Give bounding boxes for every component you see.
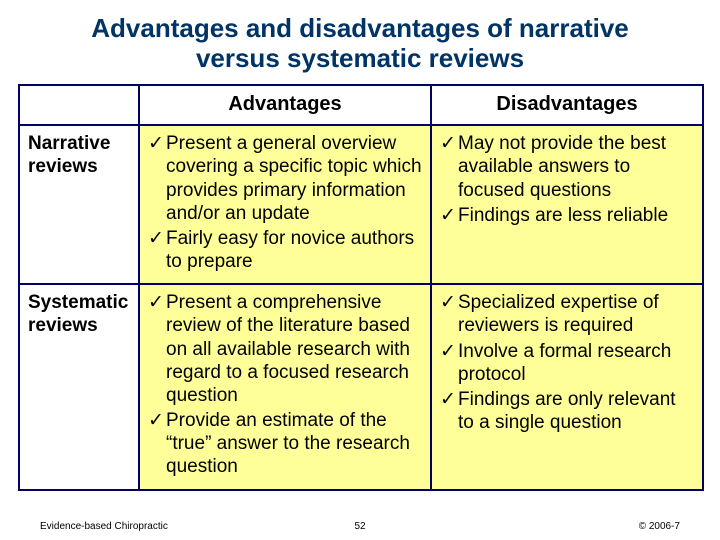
checkmark-icon: ✓ xyxy=(440,388,456,411)
checkmark-icon: ✓ xyxy=(148,227,164,250)
list-item-text: May not provide the best available answe… xyxy=(458,133,666,200)
row-label-narrative: Narrative reviews xyxy=(19,125,139,284)
list-item: ✓Findings are only relevant to a single … xyxy=(440,388,694,434)
footer-page: 52 xyxy=(0,521,720,532)
cell-systematic-disadvantages: ✓Specialized expertise of reviewers is r… xyxy=(431,284,703,489)
cell-narrative-advantages: ✓Present a general overview covering a s… xyxy=(139,125,431,284)
list-item-text: Present a general overview covering a sp… xyxy=(166,133,422,224)
list-item-text: Present a comprehensive review of the li… xyxy=(166,292,410,406)
list-item: ✓Provide an estimate of the “true” answe… xyxy=(148,409,422,479)
list-item-text: Specialized expertise of reviewers is re… xyxy=(458,292,659,336)
cell-narrative-disadvantages: ✓May not provide the best available answ… xyxy=(431,125,703,284)
list-item-text: Involve a formal research protocol xyxy=(458,341,671,385)
row-label-systematic: Systematic reviews xyxy=(19,284,139,489)
slide: Advantages and disadvantages of narrativ… xyxy=(0,0,720,540)
footer-right: © 2006-7 xyxy=(639,521,680,532)
list-item: ✓May not provide the best available answ… xyxy=(440,132,694,202)
checkmark-icon: ✓ xyxy=(148,409,164,432)
checkmark-icon: ✓ xyxy=(440,204,456,227)
checkmark-icon: ✓ xyxy=(440,340,456,363)
table-row: Narrative reviews ✓Present a general ove… xyxy=(19,125,703,284)
col-header-blank xyxy=(19,85,139,125)
list-item: ✓Findings are less reliable xyxy=(440,204,694,227)
list-item-text: Provide an estimate of the “true” answer… xyxy=(166,410,410,477)
list-item: ✓Present a general overview covering a s… xyxy=(148,132,422,225)
list-item: ✓Involve a formal research protocol xyxy=(440,340,694,386)
slide-title: Advantages and disadvantages of narrativ… xyxy=(58,14,662,74)
checkmark-icon: ✓ xyxy=(148,291,164,314)
comparison-table: Advantages Disadvantages Narrative revie… xyxy=(18,84,704,491)
list-item: ✓Specialized expertise of reviewers is r… xyxy=(440,291,694,337)
checkmark-icon: ✓ xyxy=(440,291,456,314)
list-item-text: Findings are only relevant to a single q… xyxy=(458,389,676,433)
checkmark-icon: ✓ xyxy=(148,132,164,155)
list-item-text: Findings are less reliable xyxy=(458,205,668,226)
cell-systematic-advantages: ✓Present a comprehensive review of the l… xyxy=(139,284,431,489)
checkmark-icon: ✓ xyxy=(440,132,456,155)
list-item: ✓Present a comprehensive review of the l… xyxy=(148,291,422,407)
table-header-row: Advantages Disadvantages xyxy=(19,85,703,125)
col-header-advantages: Advantages xyxy=(139,85,431,125)
list-item: ✓Fairly easy for novice authors to prepa… xyxy=(148,227,422,273)
list-item-text: Fairly easy for novice authors to prepar… xyxy=(166,228,414,272)
table-row: Systematic reviews ✓Present a comprehens… xyxy=(19,284,703,489)
col-header-disadvantages: Disadvantages xyxy=(431,85,703,125)
